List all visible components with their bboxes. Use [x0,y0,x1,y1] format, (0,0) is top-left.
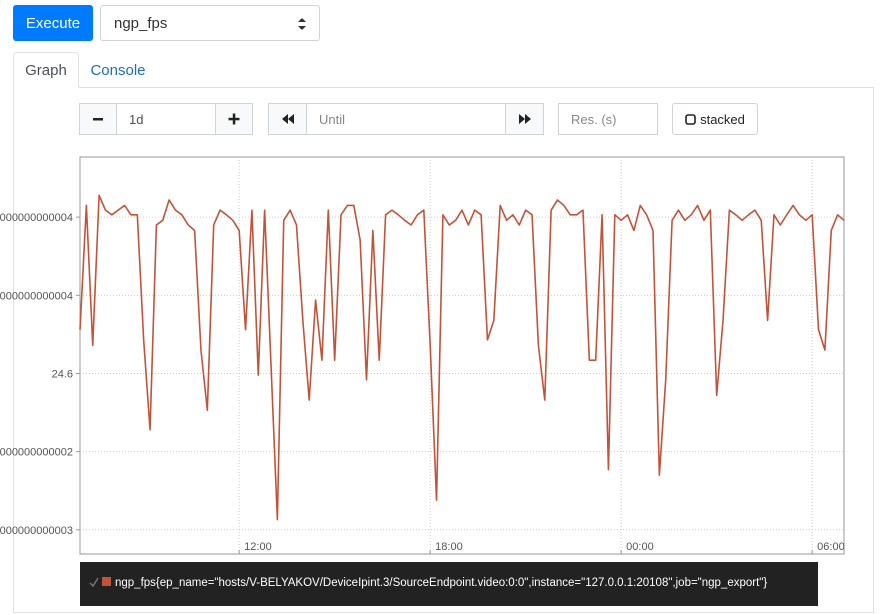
range-decrease-button[interactable] [79,103,117,135]
legend-label: ngp_fps{ep_name="hosts/V-BELYAKOV/Device… [115,577,767,589]
legend [80,562,818,606]
x-tick-label: 00:00 [626,541,654,553]
tab-panel [13,87,874,613]
metric-select[interactable]: ngp_fps [100,5,320,41]
stacked-toggle[interactable]: stacked [672,103,758,135]
graph-tab[interactable]: Graph [13,52,79,88]
y-tick-label: 24.400000000000003 [0,525,73,537]
stacked-label: stacked [700,111,745,127]
y-tick-label: 24.800000000000004 [0,212,73,224]
resolution-input[interactable]: Res. (s) [558,103,658,135]
x-tick-label: 12:00 [244,541,272,553]
y-tick-label: 24.500000000000002 [0,447,73,459]
y-tick-label: 24.700000000000004 [0,290,73,302]
minus-icon [93,118,103,121]
execute-button[interactable]: Execute [13,5,93,41]
backward-icon [281,114,294,124]
legend-check-icon [89,577,99,588]
y-tick-label: 24.6 [52,368,73,380]
console-tab[interactable]: Console [90,61,146,79]
plus-icon [228,113,240,125]
time-back-button[interactable] [268,103,307,135]
time-forward-button[interactable] [505,103,544,135]
x-tick-label: 06:00 [817,541,845,553]
forward-icon [518,114,531,124]
metric-select-value: ngp_fps [114,14,168,32]
range-input[interactable]: 1d [116,103,216,135]
checkbox-icon [685,113,696,125]
select-arrows-icon [298,18,306,30]
plot-frame [79,156,845,555]
series-line [79,194,845,521]
range-increase-button[interactable] [215,103,253,135]
tab-border [13,87,874,88]
x-tick-label: 18:00 [435,541,463,553]
legend-swatch [102,577,111,586]
until-input[interactable]: Until [306,103,506,135]
